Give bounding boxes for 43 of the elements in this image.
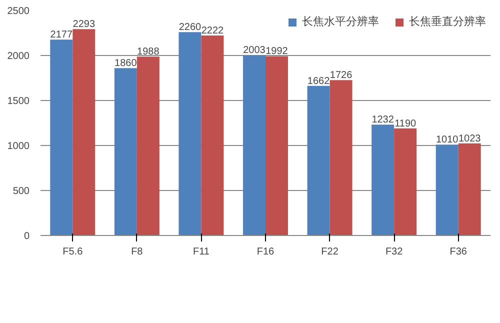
x-tick-label: F36 [450,246,468,258]
y-tick-label: 2500 [7,6,30,17]
data-label: 1726 [330,70,353,82]
y-tick-label: 500 [12,186,30,197]
bar [372,124,394,236]
legend-label: 长焦垂直分辨率 [409,14,486,29]
x-tick-label: F16 [256,246,275,258]
bar [458,143,481,236]
data-label: 1232 [372,114,394,126]
data-label: 2177 [50,30,73,41]
y-tick-label: 1500 [7,96,30,107]
bar [436,144,458,236]
bar [394,128,417,236]
data-label: 1023 [458,133,482,144]
data-label: 1662 [307,76,330,87]
legend-label: 长焦水平分辨率 [302,14,379,29]
y-tick-label: 1000 [7,141,30,152]
data-label: 1992 [266,46,288,58]
bar [178,32,202,236]
data-label: 2003 [243,45,266,56]
bar [266,56,288,236]
data-label: 2293 [72,19,96,30]
data-label: 1988 [137,46,160,58]
bar [307,86,330,236]
bar [201,36,224,236]
bar [72,29,96,236]
y-tick-label: 2000 [7,51,30,62]
y-tick-label: 0 [24,231,30,242]
bar [136,56,160,236]
x-tick-label: F22 [321,246,339,258]
x-tick-label: F8 [131,246,144,258]
bar [50,40,73,236]
bar [330,80,352,236]
data-label: 2222 [201,26,224,37]
data-label: 1190 [394,118,417,130]
bar [114,68,137,236]
x-tick-label: F32 [385,246,404,258]
bar [243,55,266,236]
data-label: 2260 [178,22,202,34]
data-label: 1010 [436,134,459,146]
x-tick-label: F11 [192,246,210,258]
x-tick-label: F5.6 [62,246,84,258]
data-label: 1860 [114,58,138,70]
